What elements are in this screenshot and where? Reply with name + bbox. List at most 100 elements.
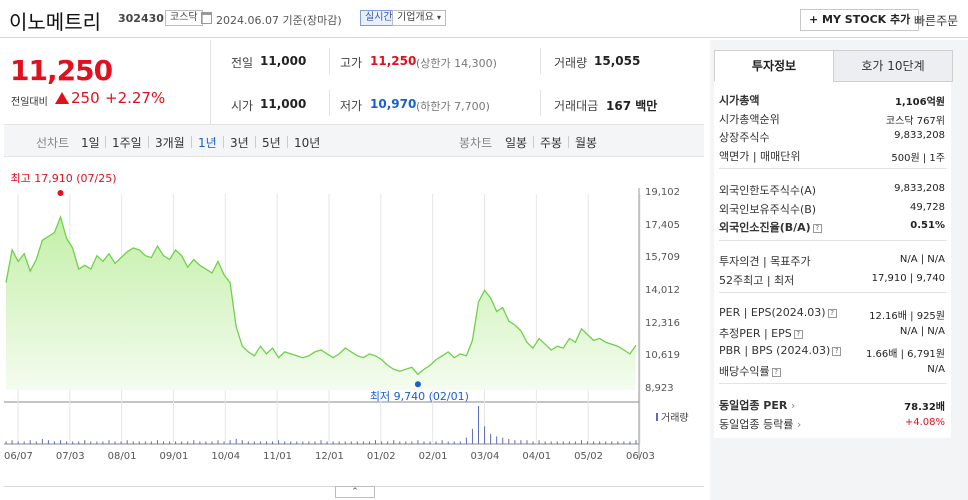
panel-divider xyxy=(719,383,947,384)
info-row-value: N/A xyxy=(927,364,945,375)
tab-investment-info[interactable]: 투자정보 xyxy=(714,50,834,82)
divider xyxy=(540,48,541,74)
divider xyxy=(210,40,211,124)
volume-bar xyxy=(96,441,98,444)
volume-bar xyxy=(544,441,546,444)
change-label: 전일대비 xyxy=(11,97,48,108)
volume-bar xyxy=(272,441,274,444)
volume-bar xyxy=(478,406,479,444)
open-label: 시가 xyxy=(231,99,254,113)
y-tick-label: 14,012 xyxy=(645,285,680,296)
volume-bar xyxy=(393,440,395,444)
volume-bar xyxy=(599,441,601,444)
help-icon[interactable]: ? xyxy=(793,329,803,339)
volume-bar xyxy=(562,441,564,444)
volume-bar xyxy=(29,440,31,444)
info-row-value: 9,833,208 xyxy=(894,130,945,141)
y-tick-label: 17,405 xyxy=(645,219,680,231)
tab-1week[interactable]: 1주일 xyxy=(112,136,142,150)
tab-daily[interactable]: 일봉 xyxy=(505,136,528,150)
info-row-label[interactable]: 동일업종 PER › xyxy=(719,397,795,413)
volume-bar xyxy=(265,441,267,444)
volume-bar xyxy=(278,440,280,444)
info-row-label: 투자의견 | 목표주가 xyxy=(719,253,811,269)
tab-weekly[interactable]: 주봉 xyxy=(540,136,563,150)
volume-bar xyxy=(484,426,486,444)
current-price: 11,250 xyxy=(10,54,113,87)
tab-separator xyxy=(191,136,192,148)
info-row-label-text: 시가총액 xyxy=(719,94,760,107)
volume-bar xyxy=(459,441,461,444)
volume-bar xyxy=(496,436,498,444)
help-icon[interactable]: ? xyxy=(812,223,822,233)
x-tick-label: 06/03 xyxy=(626,451,655,462)
volume-bar xyxy=(338,441,340,444)
tab-5years[interactable]: 5년 xyxy=(262,136,281,150)
company-overview-label: 기업개요 xyxy=(397,12,434,23)
info-row-value: 17,910 | 9,740 xyxy=(871,273,945,284)
volume-bar xyxy=(532,441,534,444)
tab-1day[interactable]: 1일 xyxy=(81,136,100,150)
line-chart-label: 선차트 xyxy=(36,136,70,150)
tab-1year[interactable]: 1년 xyxy=(198,136,217,150)
info-row-label[interactable]: 동일업종 등락률 › xyxy=(719,416,801,432)
info-row-label: 외국인한도주식수(A) xyxy=(719,182,816,198)
price-chart[interactable] xyxy=(4,158,644,468)
help-icon[interactable]: ? xyxy=(827,308,837,318)
volume-bar xyxy=(211,441,213,444)
change-value: 250 xyxy=(71,89,100,107)
company-overview-dropdown[interactable]: 기업개요 ▾ xyxy=(392,10,447,26)
low-annotation: 최저 9,740 (02/01) xyxy=(369,390,469,404)
info-row-label[interactable]: PBR | BPS (2024.03)? xyxy=(719,344,842,357)
volume-bar xyxy=(66,441,68,444)
tab-quote-10[interactable]: 호가 10단계 xyxy=(833,50,953,82)
help-icon[interactable]: ? xyxy=(832,346,842,356)
volume-bar xyxy=(320,440,322,444)
volume-bar xyxy=(574,441,576,444)
my-stock-add-button[interactable]: + MY STOCK 추가 xyxy=(800,9,920,31)
info-row-value: 500원 | 1주 xyxy=(891,153,945,164)
volume-bar xyxy=(175,441,177,444)
info-row-label[interactable]: PER | EPS(2024.03)? xyxy=(719,306,837,319)
tab-3years[interactable]: 3년 xyxy=(230,136,249,150)
tab-3months[interactable]: 3개월 xyxy=(155,136,185,150)
divider xyxy=(329,90,330,116)
chevron-right-icon: › xyxy=(793,418,802,431)
volume-bar xyxy=(423,441,425,444)
market-badge: 코스닥 xyxy=(165,10,203,26)
tab-separator xyxy=(223,136,224,148)
help-icon[interactable]: ? xyxy=(771,367,781,377)
tab-monthly[interactable]: 월봉 xyxy=(575,136,598,150)
stock-header: 이노메트리 302430 코스닥 2024.06.07 기준(장마감) 실시간 … xyxy=(0,0,968,38)
quick-order-link[interactable]: 빠른주문 xyxy=(914,14,959,28)
info-row-label[interactable]: 외국인소진율(B/A)? xyxy=(719,219,822,235)
info-row-label-text: 상장주식수 xyxy=(719,131,770,144)
volume-bar xyxy=(326,441,328,444)
volume-bar xyxy=(568,441,570,444)
volume-bar xyxy=(635,440,637,444)
volume-bar xyxy=(223,441,225,444)
info-row-label-text: 외국인소진율(B/A) xyxy=(719,221,811,234)
info-row-value: 78.32배 xyxy=(904,402,945,413)
volume-bar xyxy=(181,441,183,444)
volume-legend: 거래량 xyxy=(656,409,689,424)
volume-bar xyxy=(284,441,286,444)
info-row-label[interactable]: 배당수익률? xyxy=(719,363,781,379)
volume-bar xyxy=(399,441,401,444)
stock-code: 302430 xyxy=(118,12,164,25)
volume-bar xyxy=(156,440,158,444)
volume-bar xyxy=(520,440,522,444)
info-row-label[interactable]: 추정PER | EPS? xyxy=(719,325,803,341)
trade-amount-value: 167 백만 xyxy=(606,99,658,113)
collapse-chart-button[interactable]: ⌃ xyxy=(335,486,375,498)
volume-bar xyxy=(611,441,613,444)
volume-bar xyxy=(580,440,582,444)
x-tick-label: 11/01 xyxy=(263,451,292,462)
volume-bar xyxy=(332,441,334,444)
volume-bar xyxy=(465,437,467,444)
volume-bar xyxy=(235,438,237,444)
y-tick-label: 12,316 xyxy=(645,317,680,329)
tab-separator xyxy=(533,136,534,148)
info-row-label: 시가총액 xyxy=(719,92,759,108)
tab-10years[interactable]: 10년 xyxy=(294,136,321,150)
